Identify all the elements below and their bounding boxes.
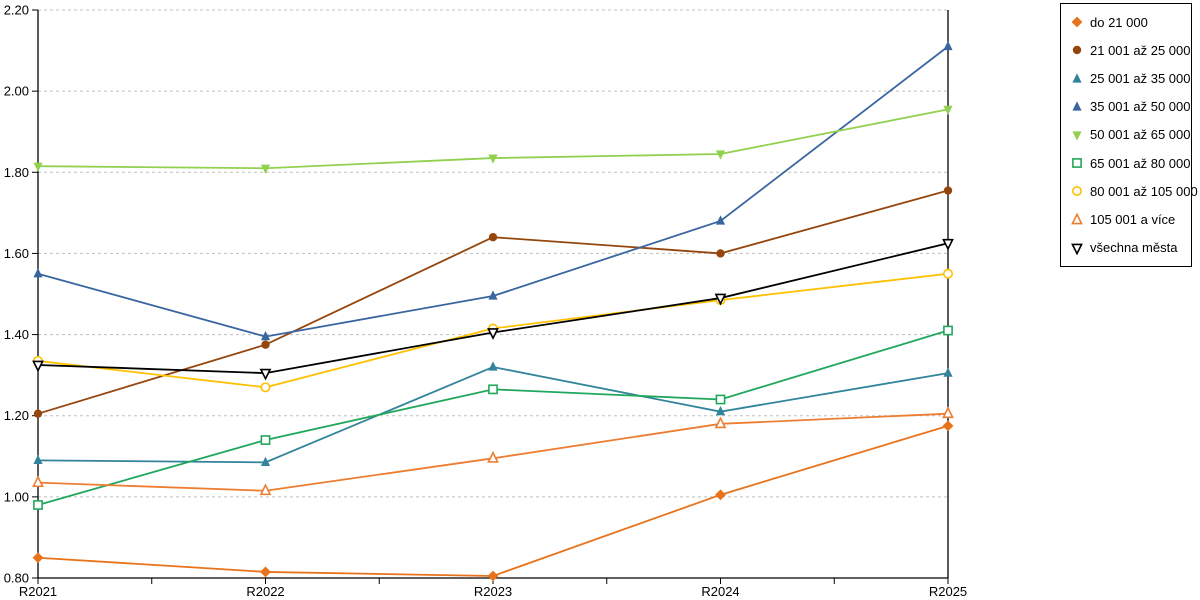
legend-label: 50 001 až 65 000 <box>1090 127 1191 143</box>
x-tick-label: R2022 <box>246 584 284 599</box>
y-axis-labels: 0.80 1.00 1.20 1.40 1.60 1.80 2.00 2.20 <box>4 3 38 586</box>
series-line <box>32 406 954 496</box>
series-line <box>33 105 953 174</box>
diamond-marker-icon <box>1071 16 1083 28</box>
y-tick-label: 2.00 <box>4 84 29 99</box>
series-line <box>32 420 954 582</box>
legend-label: 65 001 až 80 000 <box>1090 155 1191 171</box>
legend-label: do 21 000 <box>1090 14 1148 30</box>
y-tick-label: 1.00 <box>4 489 29 504</box>
x-axis-labels: R2021 R2022 R2023 R2024 R2025 <box>19 578 967 599</box>
x-tick-label: R2025 <box>929 584 967 599</box>
legend-label: 35 001 až 50 000 <box>1090 99 1191 115</box>
legend-entry: 35 001 až 50 000 <box>1063 99 1191 115</box>
legend-entry: do 21 000 <box>1063 15 1189 30</box>
triangle-down-marker-icon <box>1071 243 1083 255</box>
legend-label: 80 001 až 105 000 <box>1090 183 1198 199</box>
y-tick-label: 1.80 <box>4 165 29 180</box>
y-tick-label: 2.20 <box>4 3 29 18</box>
triangle-up-marker-icon <box>1071 212 1083 225</box>
legend-label: 25 001 až 35 000 <box>1090 71 1191 87</box>
series-line <box>32 238 954 381</box>
triangle-up-marker-icon <box>1072 72 1082 83</box>
legend-entry: 80 001 až 105 000 <box>1063 184 1198 199</box>
legend-entry: 21 001 až 25 000 <box>1063 42 1191 58</box>
legend-entry: 50 001 až 65 000 <box>1063 127 1191 143</box>
legend-entry: 25 001 až 35 000 <box>1063 71 1191 87</box>
series-line <box>33 325 953 510</box>
legend-label: všechna města <box>1090 240 1178 256</box>
gridlines <box>38 9 948 498</box>
y-tick-label: 1.60 <box>4 246 29 261</box>
x-tick-label: R2021 <box>19 584 57 599</box>
legend-label: 21 001 až 25 000 <box>1090 42 1191 58</box>
legend-label: 105 001 a více <box>1090 212 1176 228</box>
legend: do 21 000 21 001 až 25 000 25 001 až 35 00… <box>1060 3 1198 267</box>
square-marker-icon <box>1072 158 1082 169</box>
triangle-down-marker-icon <box>1072 131 1082 141</box>
x-tick-label: R2024 <box>701 584 739 599</box>
circle-marker-icon <box>1072 46 1082 55</box>
triangle-up-marker-icon <box>1072 101 1082 111</box>
y-tick-label: 0.80 <box>4 571 29 586</box>
legend-entry: 105 001 a více <box>1063 212 1189 227</box>
y-tick-label: 1.20 <box>4 408 29 423</box>
series-line <box>33 186 953 418</box>
legend-entry: všechna města <box>1063 240 1189 255</box>
x-tick-label: R2023 <box>474 584 512 599</box>
circle-marker-icon <box>1072 186 1082 197</box>
y-tick-label: 1.40 <box>4 327 29 342</box>
legend-entry: 65 001 až 80 000 <box>1063 155 1191 171</box>
series-line <box>33 40 953 341</box>
